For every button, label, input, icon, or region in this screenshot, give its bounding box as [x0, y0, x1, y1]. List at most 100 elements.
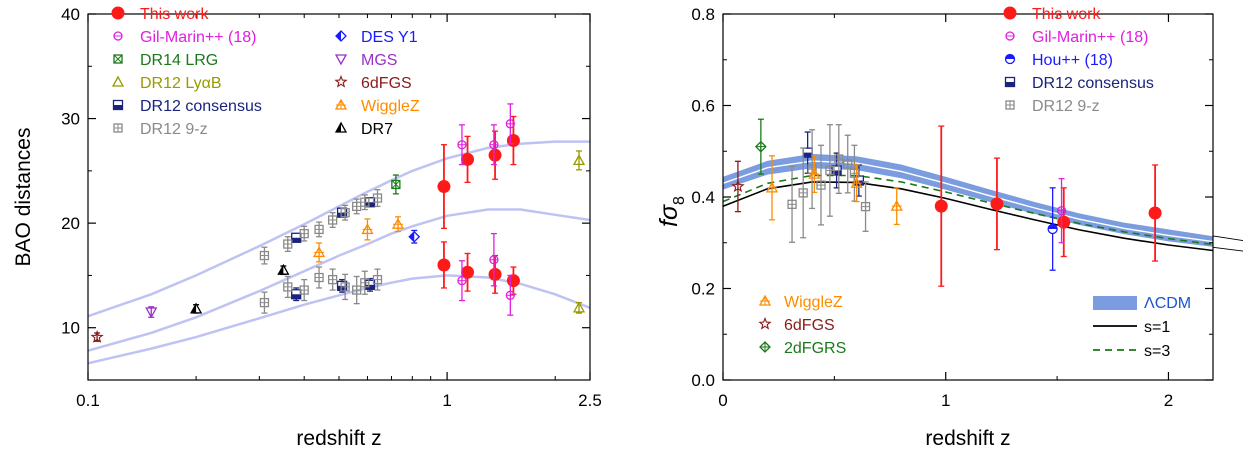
legend-marker-dr12-ly-b [111, 75, 125, 87]
point-dr12-9-z [834, 154, 844, 164]
legend-label: Hou++ (18) [1032, 52, 1113, 69]
point-wigglez [808, 167, 821, 179]
point-dr12-9-z [372, 193, 383, 203]
point-wigglez-cross [362, 224, 373, 234]
legend-marker-des-y1 [335, 30, 347, 42]
point-gil-marin-18 [489, 255, 499, 265]
point-gil-marin-18 [457, 140, 467, 150]
x-axis-label: redshift z [296, 427, 381, 450]
legend-label: s=3 [1144, 343, 1170, 360]
point-hou-18-fill [1048, 224, 1058, 230]
legend-item-wigglez: WiggleZ [334, 98, 420, 115]
point-wigglez [391, 217, 405, 229]
legend-label: Gil-Marin++ (18) [140, 29, 256, 46]
point-dr12-9-z-plus [315, 225, 324, 234]
legend-label: MGS [361, 52, 397, 69]
point-this-work [1057, 215, 1071, 229]
legend-label: DR12 consensus [140, 98, 262, 115]
legend-label: DR12 LyαB [140, 75, 222, 92]
point-dr12-9-z-plus [799, 188, 808, 197]
point-dr12-9-z [283, 282, 293, 292]
x-axis-label: redshift z [925, 427, 1010, 450]
point-dr12-9-z-plus [260, 298, 269, 307]
legend-item-cdm: ΛCDM [1093, 295, 1191, 312]
legend-item-dr7: DR7 [334, 121, 393, 138]
model-line-s-3 [723, 174, 1213, 246]
point-wigglez [312, 246, 326, 258]
legend-marker-dr12-9-z-plus [1006, 101, 1014, 109]
legend-item-6dfgs: 6dFGS [334, 74, 412, 92]
legend-marker-wigglez [334, 98, 348, 110]
point-dr12-consensus-fill [291, 294, 301, 299]
point-dr12-ly-b [572, 154, 586, 166]
point-wigglez [890, 199, 903, 211]
legend-item-this-work: This work [1003, 6, 1101, 23]
point-dr12-9-z [843, 159, 853, 169]
legend-item-wigglez: WiggleZ [758, 294, 843, 311]
y-axis-label-subscript: 8 [671, 196, 688, 205]
point-dr12-9-z [825, 165, 835, 176]
point-wigglez [765, 181, 779, 193]
point-2dfgrs-cross [755, 141, 766, 152]
point-wigglez-cross [809, 169, 820, 179]
legend-marker-mgs [334, 54, 348, 66]
point-dr12-9-z-plus [360, 198, 369, 207]
point-6dfgs-shape [90, 329, 104, 343]
y-tick-label: 10 [61, 319, 80, 338]
point-dr12-9-z [327, 274, 338, 285]
legend-label: DR7 [361, 121, 393, 138]
point-6dfgs-shape [731, 179, 745, 193]
legend-marker-dr14-lrg-cross [113, 54, 123, 64]
point-dr12-9-z-plus [817, 181, 825, 190]
legend-item-dr12-consensus: DR12 consensus [1004, 75, 1154, 92]
point-dr12-9-z-plus [843, 160, 852, 169]
point-dr12-consensus [291, 232, 302, 243]
legend-marker-dr7 [334, 121, 348, 133]
point-dr12-9-z-plus [788, 200, 797, 209]
point-dr12-consensus-fill [291, 237, 301, 243]
legend-marker-dr12-9-z-plus [114, 124, 122, 132]
point-dr12-9-z [259, 297, 270, 308]
point-this-work-shape [506, 134, 520, 148]
point-wigglez [361, 223, 374, 235]
legend-marker-this-work [111, 6, 125, 20]
y-tick-label: 40 [61, 5, 80, 24]
x-tick-label: 0 [718, 391, 727, 410]
point-dr12-9-z-plus [328, 275, 337, 284]
point-this-work-shape [990, 197, 1004, 211]
legend-item-this-work: This work [111, 6, 209, 23]
legend-marker-dr12-consensus [1004, 76, 1016, 88]
legend: This work Gil-Marin++ (18) DR14 LRG DR12 Ly… [111, 6, 420, 138]
legend-label: DES Y1 [361, 29, 418, 46]
legend-marker-dr14-lrg [113, 54, 123, 64]
point-dr12-9-z-plus [861, 202, 870, 211]
legend-marker-dr12-consensus [112, 99, 124, 111]
point-des-y1 [408, 230, 421, 243]
legend-label: s=1 [1144, 319, 1170, 336]
point-dr14-lrg [391, 179, 401, 190]
legend-marker-wigglez-cross [336, 100, 346, 109]
legend-item-6dfgs: 6dFGS [758, 316, 835, 334]
legend-marker-dr14-lrg-shape [113, 54, 123, 64]
point-gil-marin-18 [489, 140, 499, 150]
legend-item-s-3: s=3 [1093, 343, 1170, 360]
point-dr12-9-z [299, 228, 309, 239]
legend-marker-6dfgs [334, 74, 348, 88]
point-this-work [1148, 206, 1162, 220]
legend-marker-2dfgrs [759, 341, 771, 353]
point-this-work-shape [506, 274, 520, 288]
point-this-work [934, 199, 948, 213]
point-wigglez-cross [767, 182, 777, 192]
y-tick-label: 0.0 [691, 371, 715, 390]
point-dr12-9-z-plus [341, 282, 350, 291]
legend-marker-this-work-shape [111, 6, 125, 20]
legend-item-gil-marin-18: Gil-Marin++ (18) [113, 29, 256, 46]
point-gil-marin-18 [457, 276, 467, 286]
legend-marker-dr12-consensus-fill [1005, 82, 1015, 87]
legend-label: DR12 9-z [1032, 98, 1100, 115]
point-hou-18 [1047, 223, 1058, 235]
point-mgs [145, 307, 158, 319]
y-tick-label: 0.8 [691, 5, 715, 24]
point-wigglez-cross [891, 201, 902, 211]
